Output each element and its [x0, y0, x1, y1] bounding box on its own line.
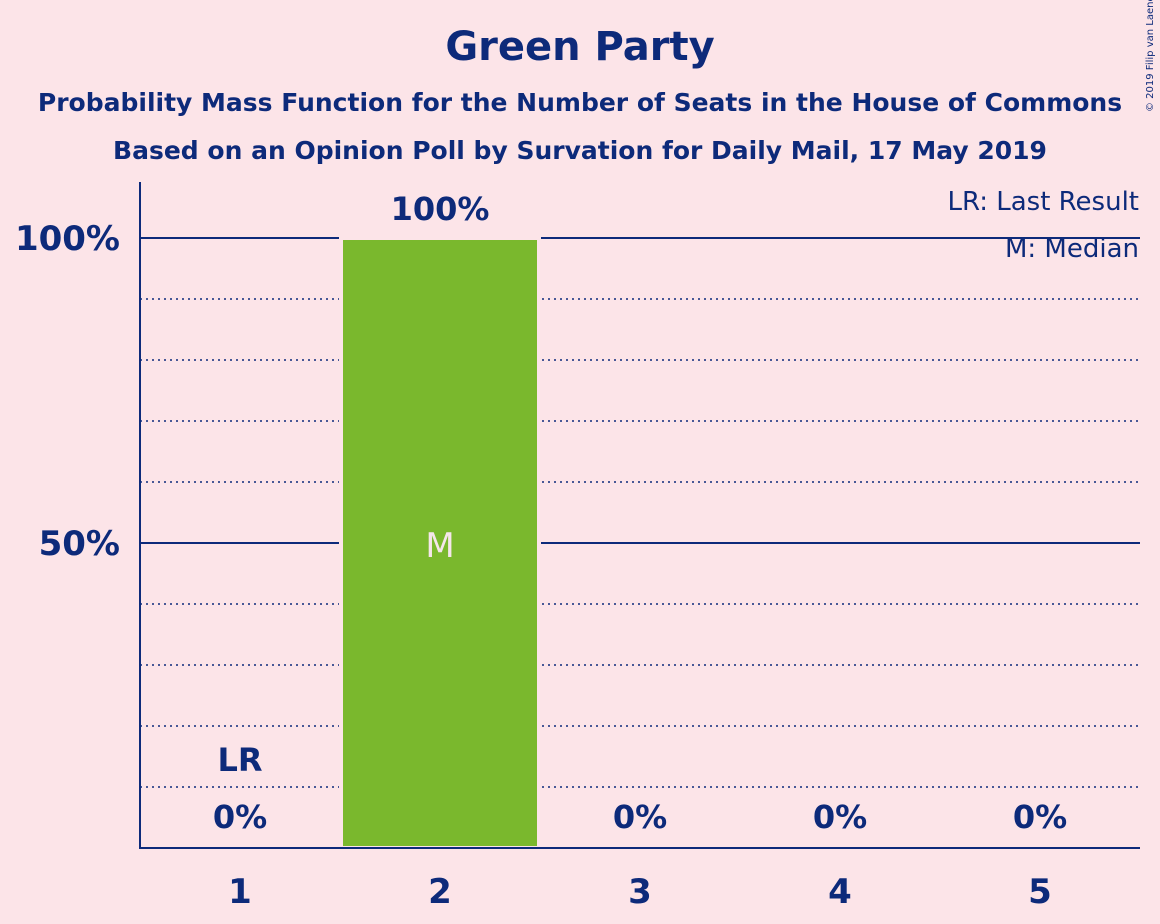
value-label-4: 0% [813, 798, 867, 836]
chart-title: Green Party [445, 24, 715, 70]
labels: 50% 100% 0% 1 LR 100% 2 M 0% 3 0% 4 0% 5 [15, 190, 1067, 912]
x-tick-label-5: 5 [1028, 872, 1052, 912]
x-tick-label-4: 4 [828, 872, 852, 912]
x-tick-label-3: 3 [628, 872, 652, 912]
chart-source-line: Based on an Opinion Poll by Survation fo… [113, 136, 1047, 165]
value-label-5: 0% [1013, 798, 1067, 836]
y-tick-label: 100% [15, 219, 120, 259]
x-tick-label-1: 1 [228, 872, 252, 912]
legend-last-result: LR: Last Result [947, 187, 1139, 217]
bar-2 [339, 236, 541, 850]
value-label-3: 0% [613, 798, 667, 836]
bars [339, 236, 541, 850]
chart-subtitle: Probability Mass Function for the Number… [37, 88, 1123, 117]
gridlines [140, 237, 1140, 788]
x-tick-label-2: 2 [428, 872, 452, 912]
value-label-1: 0% [213, 798, 267, 836]
y-tick-label: 50% [39, 524, 120, 564]
last-result-marker: LR [217, 741, 262, 779]
legend-median: M: Median [1005, 234, 1139, 264]
median-marker: M [425, 526, 454, 566]
value-label-2: 100% [391, 190, 490, 228]
